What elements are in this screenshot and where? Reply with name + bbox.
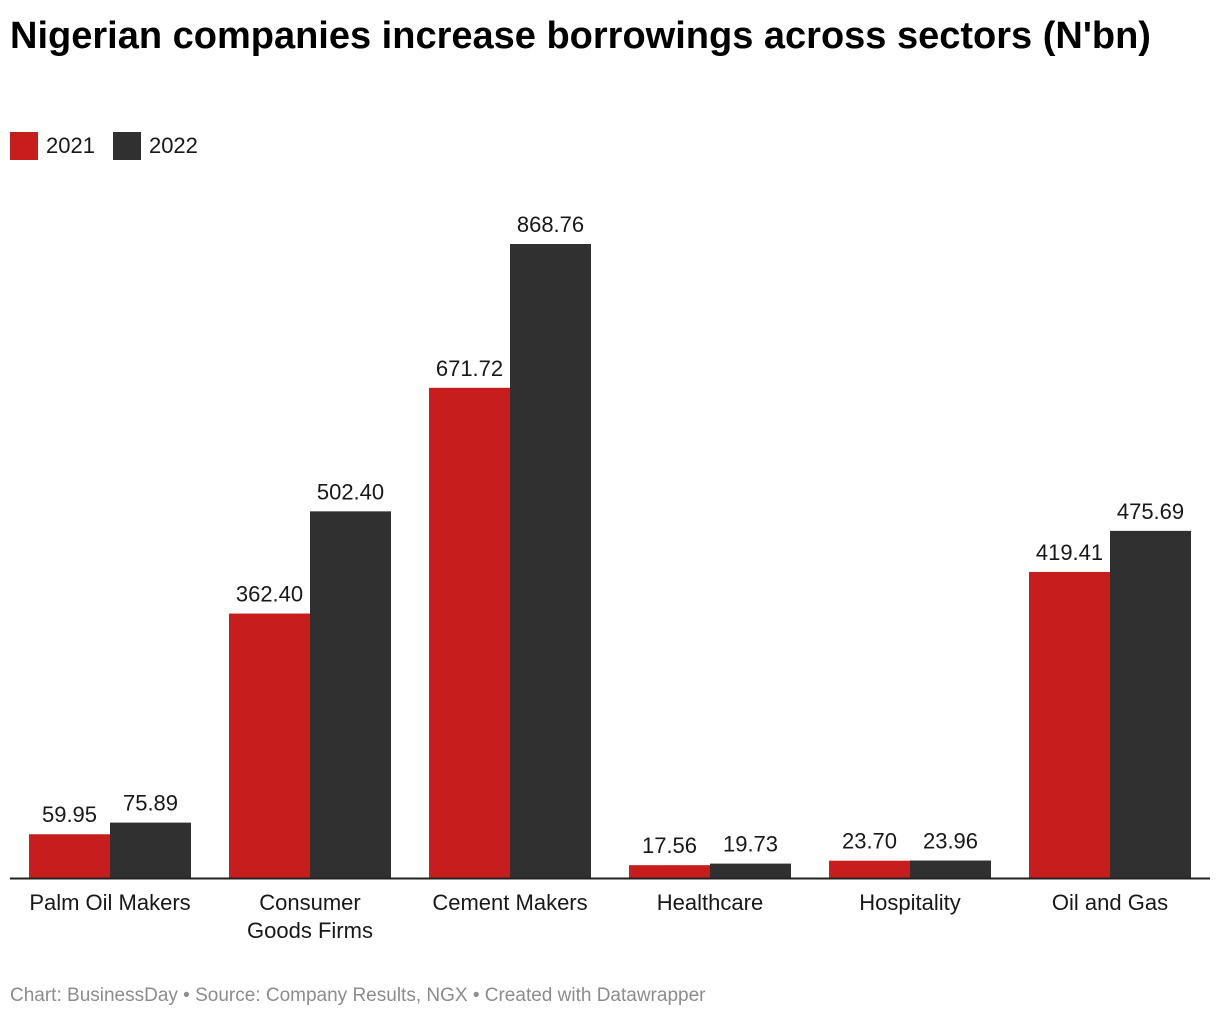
chart-title: Nigerian companies increase borrowings a… xyxy=(10,15,1151,57)
data-label: 362.40 xyxy=(236,582,303,607)
legend-label: 2022 xyxy=(148,133,198,158)
data-label: 23.70 xyxy=(842,829,897,854)
data-label: 19.73 xyxy=(723,832,778,857)
data-label: 23.96 xyxy=(923,829,978,854)
x-tick-label: Oil and Gas xyxy=(1052,890,1168,915)
data-label: 419.41 xyxy=(1036,540,1103,565)
bar-2022 xyxy=(510,244,591,878)
data-label: 17.56 xyxy=(642,833,697,858)
legend-item-2021: 2021 xyxy=(10,132,95,160)
x-tick-label: Cement Makers xyxy=(432,890,587,915)
bar-2022 xyxy=(710,863,791,878)
bar-2021 xyxy=(429,387,510,878)
legend-label: 2021 xyxy=(46,133,95,158)
bar-2022 xyxy=(310,511,391,878)
x-tick-label: Consumer xyxy=(259,890,360,915)
bar-2021 xyxy=(829,860,910,878)
legend: 2021 2022 xyxy=(10,132,216,160)
data-label: 502.40 xyxy=(317,479,384,504)
x-tick-label: Palm Oil Makers xyxy=(29,890,190,915)
x-tick-label: Healthcare xyxy=(657,890,763,915)
legend-swatch xyxy=(112,132,141,160)
bar-2022 xyxy=(110,822,191,878)
bar-2021 xyxy=(1029,571,1110,878)
x-tick-label: Goods Firms xyxy=(247,918,373,943)
bar-2022 xyxy=(910,860,991,878)
footer-credit: Chart: BusinessDay • Source: Company Res… xyxy=(10,985,706,1006)
data-label: 59.95 xyxy=(42,802,97,827)
data-label: 671.72 xyxy=(436,356,503,381)
data-label: 475.69 xyxy=(1117,499,1184,524)
legend-item-2022: 2022 xyxy=(112,132,198,160)
legend-swatch xyxy=(10,132,38,160)
bar-2021 xyxy=(229,613,310,878)
x-tick-label: Hospitality xyxy=(859,890,960,915)
data-label: 868.76 xyxy=(517,212,584,237)
data-label: 75.89 xyxy=(123,791,178,816)
bar-2021 xyxy=(629,865,710,878)
bar-2022 xyxy=(1110,530,1191,878)
bar-2021 xyxy=(29,834,110,878)
